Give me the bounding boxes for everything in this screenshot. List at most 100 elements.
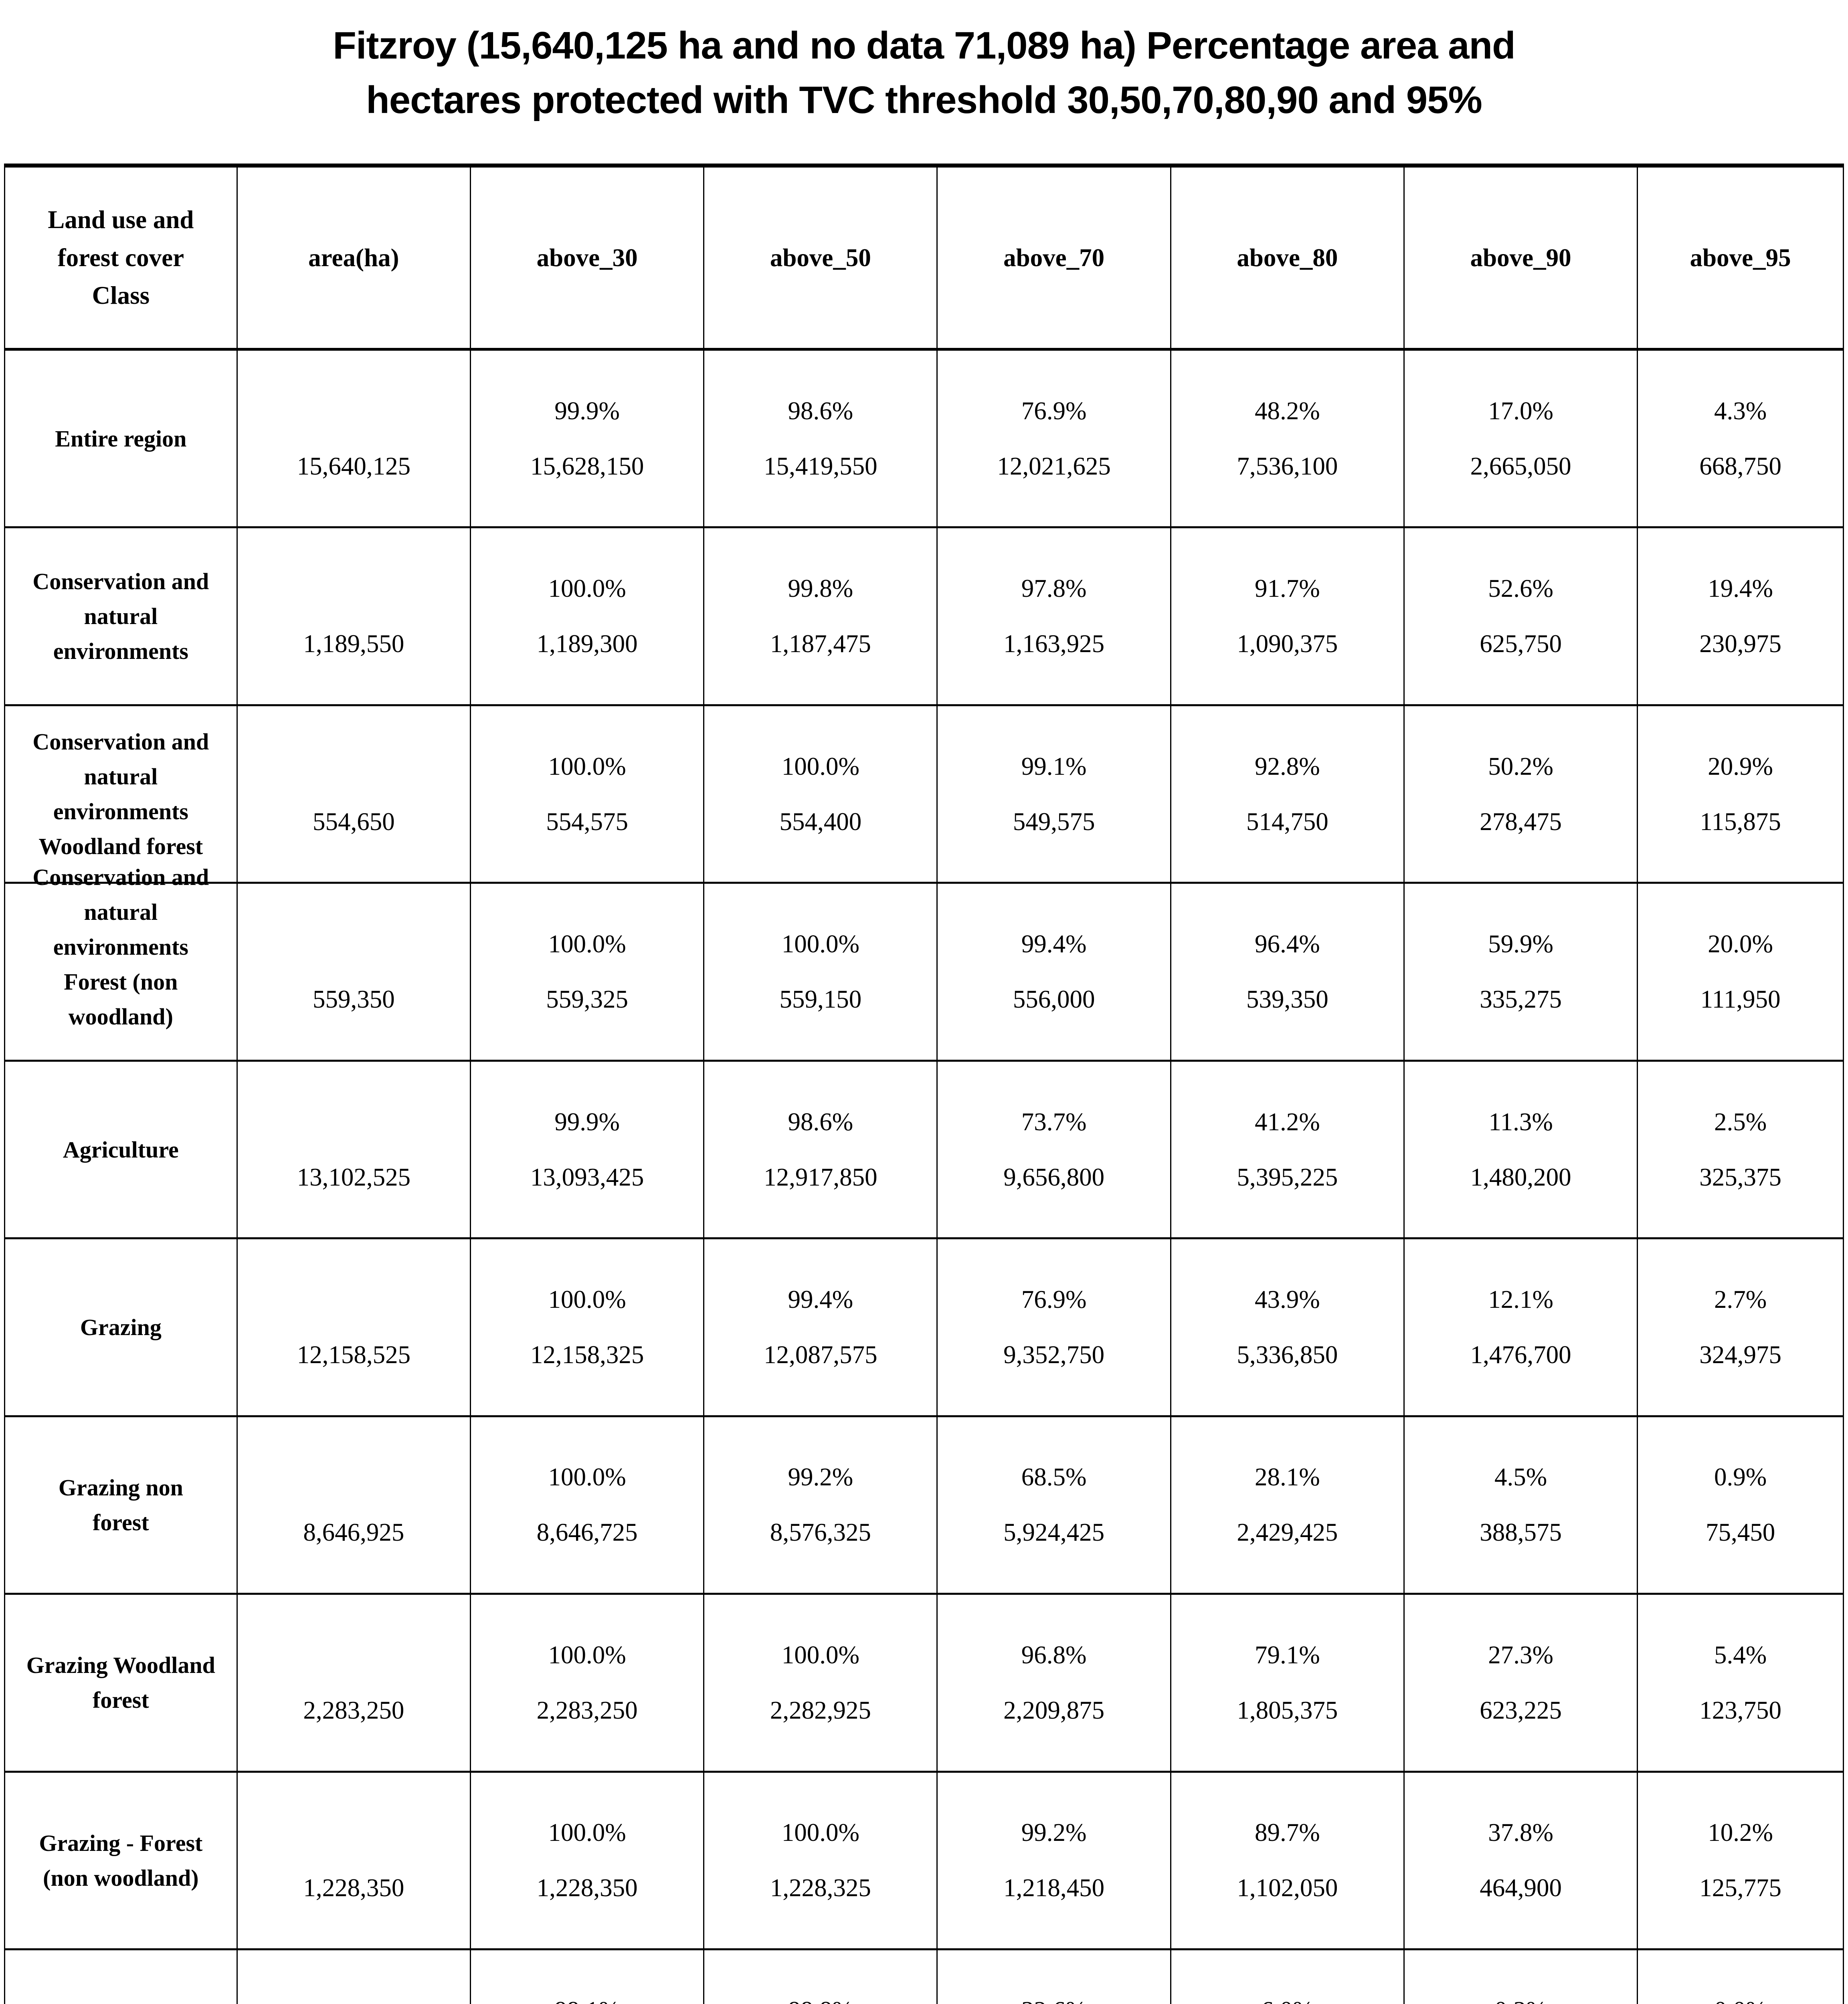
area-value: 15,640,125 [297, 452, 411, 480]
ha-value: 1,187,475 [770, 630, 871, 658]
pct-value: 11.3% [1488, 1107, 1553, 1136]
data-cell: 97.8% 1,163,925 [938, 528, 1171, 704]
data-cell: 99.2% 1,218,450 [938, 1772, 1171, 1949]
pct-value: 100.0% [781, 1640, 859, 1669]
data-cell: 19.4% 230,975 [1638, 528, 1843, 704]
pct-value: 0.0% [1714, 1998, 1767, 2004]
ha-value: 464,900 [1480, 1874, 1562, 1902]
pct-value: 73.7% [1021, 1107, 1087, 1136]
table-row: Conservation and natural environments 1,1… [5, 528, 1843, 706]
pct-value: 89.7% [1254, 1818, 1320, 1847]
pct-value: 100.0% [548, 1463, 626, 1491]
column-header: above_70 [938, 168, 1171, 348]
pct-value: 96.4% [1254, 930, 1320, 958]
ha-value: 668,750 [1699, 452, 1781, 480]
data-cell: 10.2% 125,775 [1638, 1773, 1843, 1948]
pct-value: 32.6% [1021, 1998, 1087, 2004]
pct-value: 96.8% [1021, 1640, 1087, 1669]
data-cell: 88.8%722,050 [704, 1950, 938, 2004]
pct-value: 99.2% [788, 1463, 853, 1491]
column-header: Land use and forest cover Class [5, 168, 238, 348]
table-row: Grazing - Forest (non woodland) 1,228,350… [5, 1772, 1843, 1951]
ha-value: 123,750 [1699, 1696, 1781, 1724]
ha-value: 2,665,050 [1470, 452, 1571, 480]
row-label: Conservation and natural environments Wo… [32, 729, 209, 860]
ha-value: 625,750 [1480, 630, 1562, 658]
row-label-cell: Agriculture [5, 1061, 238, 1238]
ha-value: 1,163,925 [1003, 630, 1105, 658]
area-value: 559,350 [312, 985, 395, 1014]
area-cell: 812,825 [238, 1950, 471, 2004]
ha-value: 115,875 [1700, 807, 1781, 836]
pct-value: 76.9% [1021, 396, 1087, 425]
pct-value: 99.9% [554, 1107, 620, 1136]
ha-value: 325,375 [1699, 1163, 1781, 1191]
data-cell: 76.9% 9,352,750 [938, 1239, 1171, 1415]
ha-value: 75,450 [1705, 1518, 1775, 1547]
row-label: Conservation and natural environments [32, 568, 209, 665]
data-cell: 89.7% 1,102,050 [1171, 1772, 1405, 1949]
row-label: Conservation and natural environments Fo… [32, 864, 209, 1030]
data-cell: 73.7% 9,656,800 [938, 1061, 1171, 1238]
pct-value: 99.8% [788, 574, 853, 603]
ha-value: 623,225 [1480, 1696, 1562, 1724]
data-cell: 28.1% 2,429,425 [1171, 1417, 1405, 1593]
data-cell: 91.7% 1,090,375 [1171, 528, 1405, 704]
data-cell: 50.2% 278,475 [1405, 706, 1638, 882]
data-cell: 100.0% 12,158,325 [471, 1239, 705, 1415]
pct-value: 100.0% [781, 930, 859, 958]
pct-value: 20.9% [1708, 752, 1773, 780]
pct-value: 79.1% [1254, 1640, 1320, 1669]
area-cell: 8,646,925 [238, 1417, 471, 1593]
ha-value: 1,805,375 [1237, 1696, 1338, 1724]
column-header: above_50 [704, 168, 938, 348]
ha-value: 15,628,150 [530, 452, 644, 480]
data-cell: 99.2% 8,576,325 [704, 1417, 938, 1593]
table-row: Agriculture 13,102,525 99.9% 13,093,425 98.6… [5, 1061, 1843, 1240]
data-cell: 99.9% 15,628,150 [471, 351, 705, 527]
pct-value: 99.1% [554, 1998, 620, 2004]
table-row: Conservation and natural environments Wo… [5, 706, 1843, 884]
pct-value: 50.2% [1488, 752, 1553, 780]
pct-value: 99.4% [788, 1285, 853, 1313]
data-cell: 76.9% 12,021,625 [938, 351, 1171, 527]
ha-value: 1,090,375 [1237, 630, 1338, 658]
data-cell: 11.3% 1,480,200 [1405, 1061, 1638, 1238]
data-cell: 5.4% 123,750 [1638, 1595, 1843, 1770]
ha-value: 514,750 [1246, 807, 1328, 836]
pct-value: 4.3% [1714, 396, 1767, 425]
ha-value: 12,021,625 [997, 452, 1111, 480]
ha-value: 556,000 [1013, 985, 1095, 1014]
ha-value: 2,209,875 [1003, 1696, 1105, 1724]
data-cell: 99.9% 13,093,425 [471, 1061, 705, 1238]
area-value: 1,189,550 [303, 630, 404, 658]
data-cell: 100.0% 1,228,350 [471, 1772, 705, 1949]
ha-value: 8,646,725 [536, 1518, 638, 1547]
data-cell: 43.9% 5,336,850 [1171, 1239, 1405, 1415]
pct-value: 99.1% [1021, 752, 1087, 780]
data-cell: 32.6%265,025 [938, 1950, 1171, 2004]
pct-value: 19.4% [1708, 574, 1773, 603]
data-cell: 2.7% 324,975 [1638, 1239, 1843, 1415]
row-label-cell: Grazing Woodland forest [5, 1595, 238, 1771]
row-label: Entire region [55, 425, 187, 452]
data-cell: 0.0%200 [1638, 1950, 1843, 2004]
ha-value: 539,350 [1246, 985, 1328, 1014]
ha-value: 1,102,050 [1237, 1874, 1338, 1902]
area-value: 2,283,250 [303, 1696, 404, 1724]
pct-value: 76.9% [1021, 1285, 1087, 1313]
row-label: Agriculture [63, 1136, 179, 1163]
table-row: Grazing Woodland forest 2,283,250 100.0% 2,… [5, 1595, 1843, 1773]
data-cell: 100.0% 559,325 [471, 884, 705, 1060]
column-header: area(ha) [238, 168, 471, 348]
data-cell: 100.0% 2,282,925 [704, 1595, 938, 1771]
data-cell: 0.9% 75,450 [1638, 1417, 1843, 1593]
data-cell: 4.3% 668,750 [1638, 351, 1843, 526]
ha-value: 230,975 [1699, 630, 1781, 658]
ha-value: 1,228,350 [536, 1874, 638, 1902]
ha-value: 2,282,925 [770, 1696, 871, 1724]
data-cell: 68.5% 5,924,425 [938, 1417, 1171, 1593]
pct-value: 97.8% [1021, 574, 1087, 603]
pct-value: 88.8% [788, 1998, 853, 2004]
